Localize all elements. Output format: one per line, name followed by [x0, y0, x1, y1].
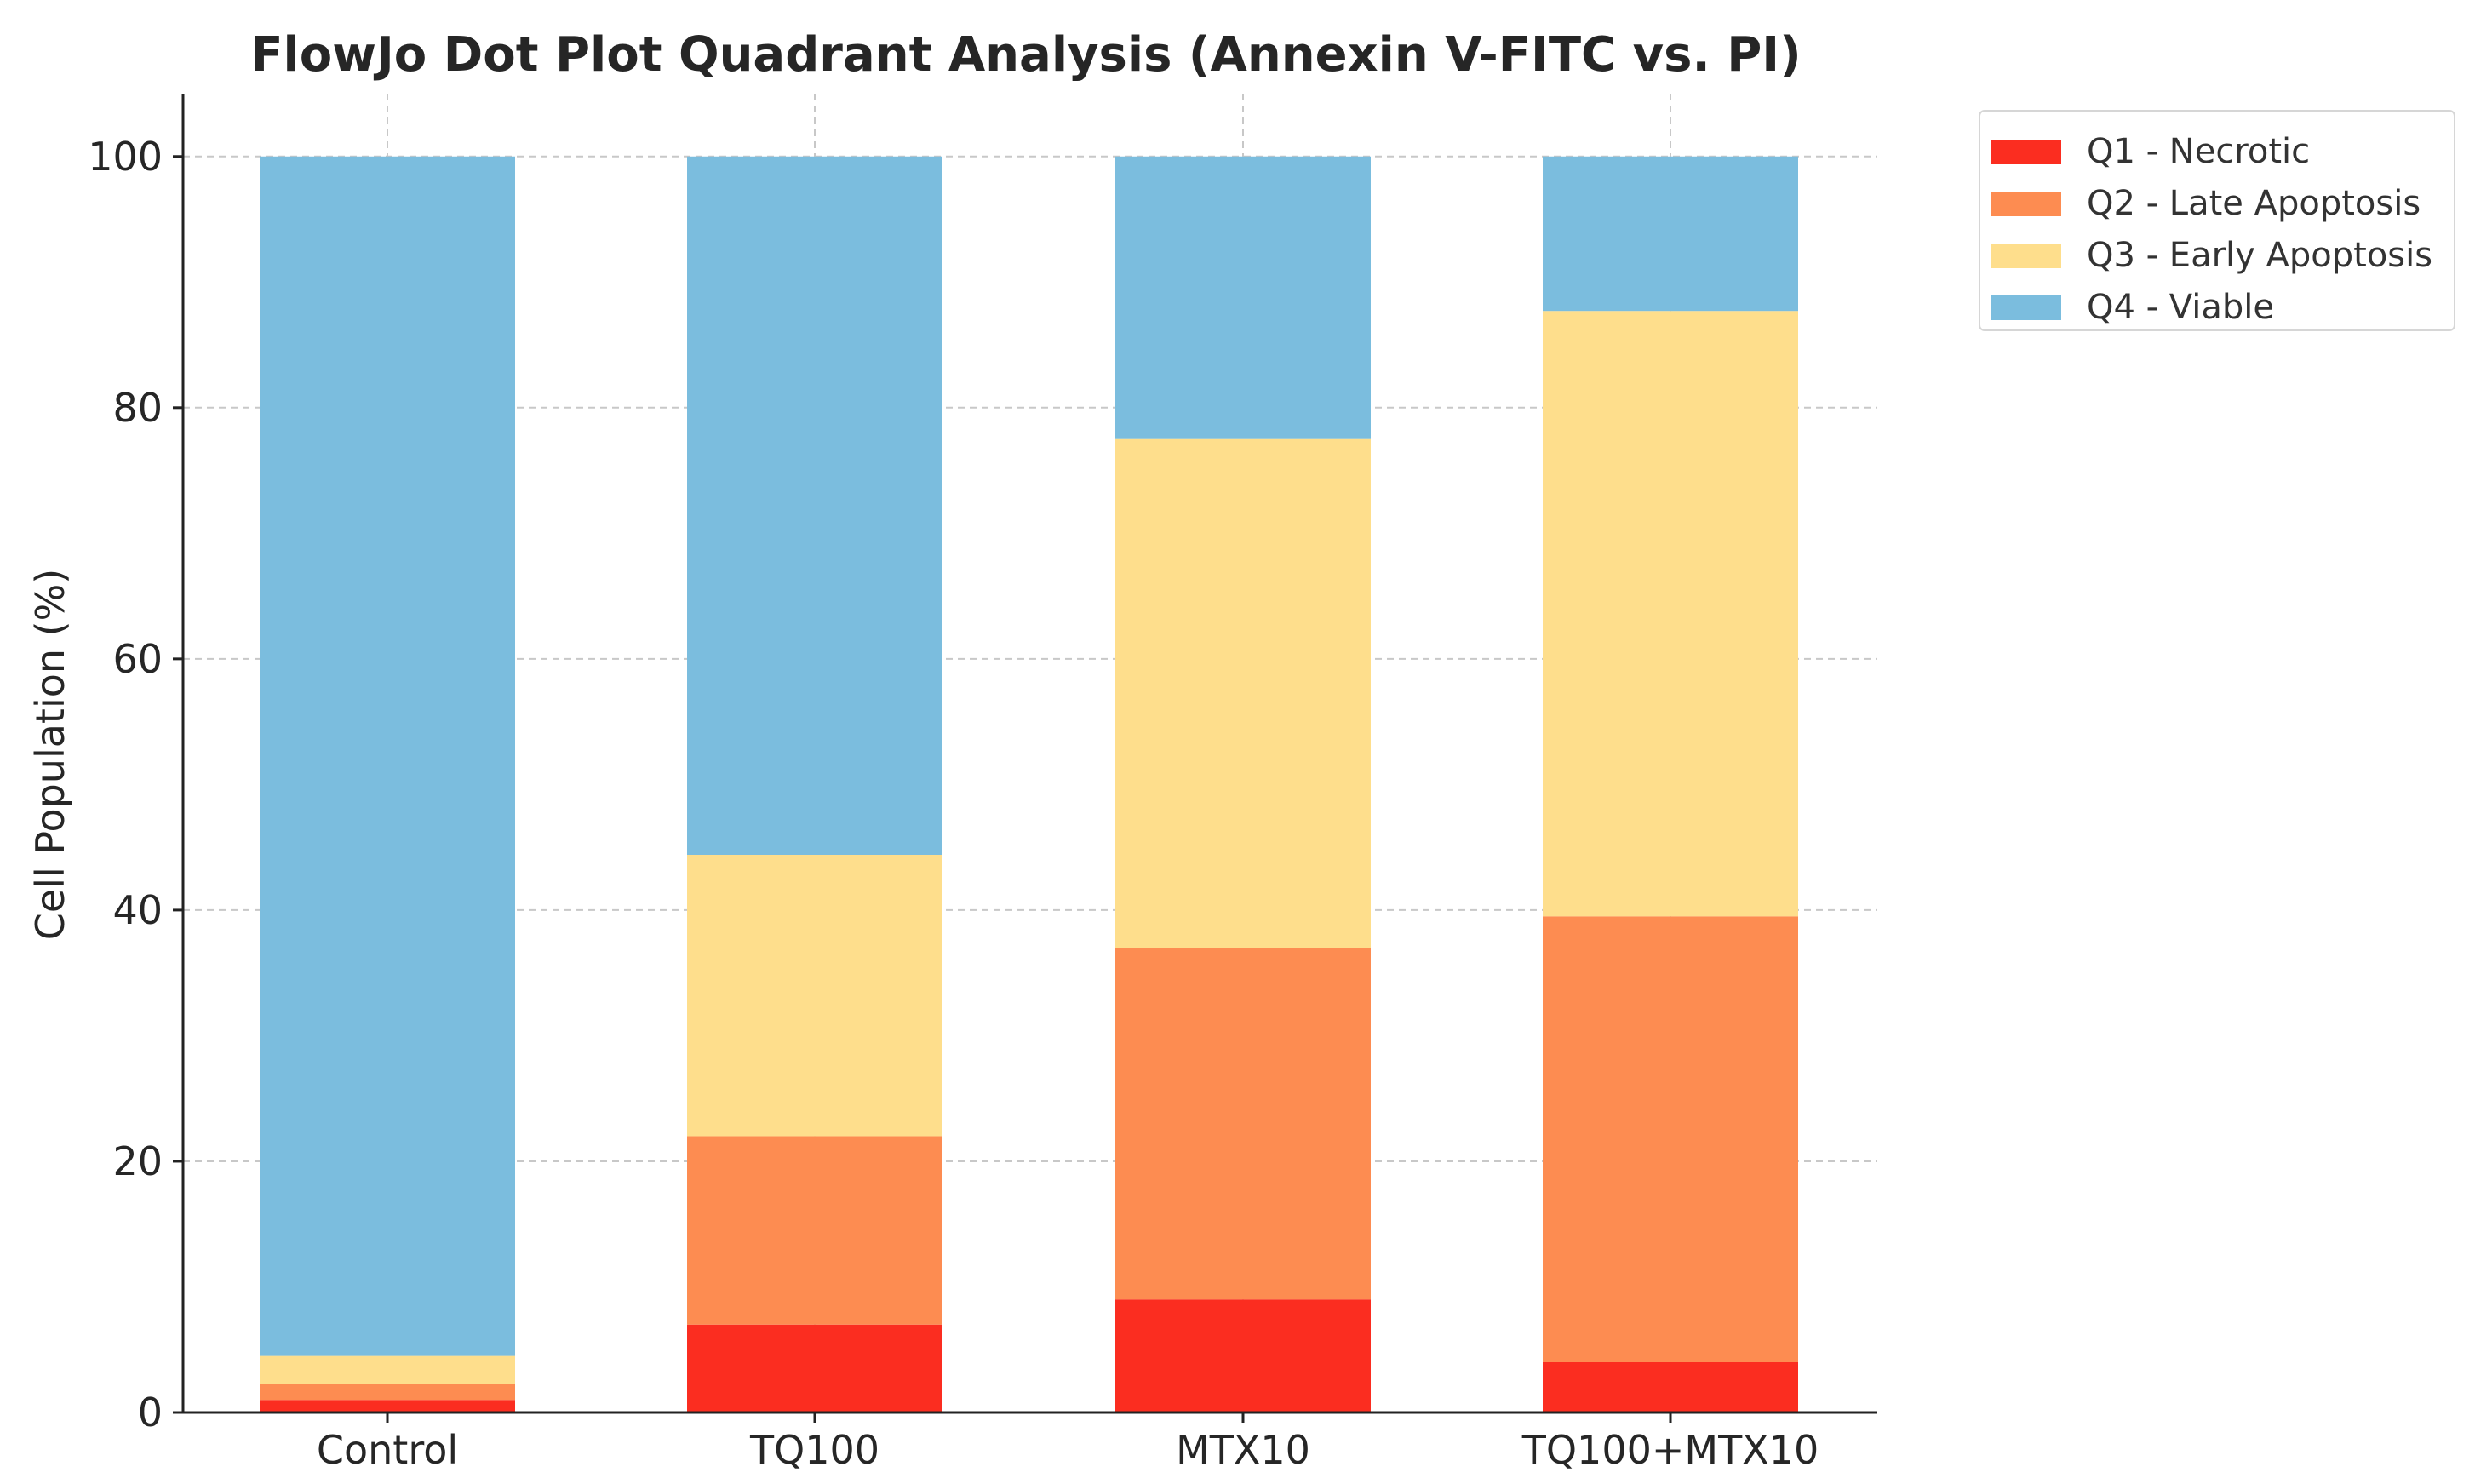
y-tick-label-40: 40 — [112, 887, 163, 933]
legend-label-q4: Q4 - Viable — [2087, 288, 2274, 327]
y-tick-label-100: 100 — [88, 134, 163, 180]
bar-tq100-mtx10-q2 — [1543, 916, 1798, 1362]
legend-label-q1: Q1 - Necrotic — [2087, 132, 2310, 171]
y-tick-label-80: 80 — [112, 385, 163, 431]
bar-tq100-q1 — [687, 1324, 942, 1412]
y-tick-label-20: 20 — [112, 1138, 163, 1184]
legend-frame — [1979, 110, 2455, 331]
bar-mtx10-q4 — [1115, 156, 1371, 439]
y-axis-label: Cell Population (%) — [27, 569, 73, 941]
axes — [173, 94, 1877, 1423]
legend-label-q3: Q3 - Early Apoptosis — [2087, 236, 2432, 275]
y-tick-labels: 0 20 40 60 80 100 — [88, 134, 163, 1435]
bar-control-q3 — [260, 1355, 515, 1384]
bar-tq100-q2 — [687, 1136, 942, 1325]
bar-control-q2 — [260, 1384, 515, 1401]
bar-control-q4 — [260, 156, 515, 1356]
bar-mtx10-q2 — [1115, 948, 1371, 1300]
chart-title: FlowJo Dot Plot Quadrant Analysis (Annex… — [250, 27, 1801, 83]
x-tick-labels: Control TQ100 MTX10 TQ100+MTX10 — [317, 1427, 1819, 1473]
legend-swatch-q2 — [1991, 192, 2061, 216]
y-tick-label-0: 0 — [138, 1389, 163, 1435]
bar-tq100-mtx10-q1 — [1543, 1361, 1798, 1412]
legend-label-q2: Q2 - Late Apoptosis — [2087, 184, 2421, 223]
y-tick-label-60: 60 — [112, 636, 163, 682]
legend: Q1 - Necrotic Q2 - Late Apoptosis Q3 - Ear… — [1979, 110, 2455, 331]
legend-swatch-q3 — [1991, 244, 2061, 268]
x-tick-label-tq100-mtx10: TQ100+MTX10 — [1521, 1427, 1819, 1473]
x-tick-label-tq100: TQ100 — [749, 1427, 879, 1473]
bar-control-q1 — [260, 1400, 515, 1412]
bar-mtx10-q1 — [1115, 1299, 1371, 1412]
bars — [260, 156, 1798, 1412]
legend-swatch-q4 — [1991, 295, 2061, 320]
x-tick-label-mtx10: MTX10 — [1176, 1427, 1310, 1473]
legend-swatch-q1 — [1991, 140, 2061, 164]
bar-mtx10-q3 — [1115, 438, 1371, 948]
bar-tq100-q4 — [687, 156, 942, 855]
bar-tq100-mtx10-q4 — [1543, 156, 1798, 312]
bar-tq100-q3 — [687, 854, 942, 1137]
bar-tq100-mtx10-q3 — [1543, 311, 1798, 917]
x-tick-label-control: Control — [317, 1427, 458, 1473]
